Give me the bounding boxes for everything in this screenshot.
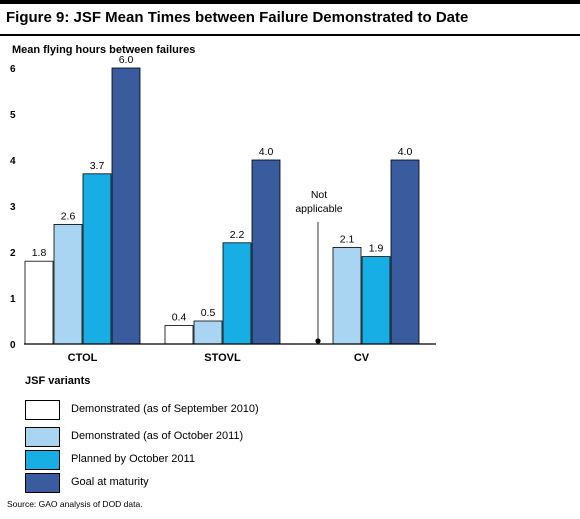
- bar: [164, 325, 194, 345]
- chart-title: Figure 9: JSF Mean Times between Failure…: [6, 9, 469, 26]
- data-label: 3.7: [90, 160, 105, 172]
- y-tick-label: 2: [10, 248, 16, 259]
- y-tick-label: 3: [10, 202, 16, 213]
- data-label: 4.0: [398, 146, 413, 158]
- annotation-dot: [315, 338, 321, 344]
- legend-swatch: [25, 427, 60, 447]
- category-label: STOVL: [204, 352, 241, 364]
- legend-swatch: [25, 400, 60, 420]
- bar: [222, 242, 252, 345]
- title-underline: [0, 34, 580, 36]
- data-label: 1.8: [32, 247, 47, 259]
- legend-label: Planned by October 2011: [71, 453, 195, 465]
- bar: [251, 159, 281, 345]
- bar: [193, 320, 223, 345]
- bar: [390, 159, 420, 345]
- y-tick-label: 6: [10, 64, 16, 75]
- data-label: 2.6: [61, 210, 76, 222]
- y-tick-label: 4: [10, 156, 16, 167]
- source-note: Source: GAO analysis of DOD data.: [7, 499, 143, 509]
- bar: [361, 256, 391, 345]
- legend-swatch: [25, 473, 60, 493]
- bar: [82, 173, 112, 345]
- data-label: 2.2: [230, 229, 245, 241]
- bar: [111, 67, 141, 345]
- data-label: 1.9: [369, 243, 384, 255]
- y-tick-label: 5: [10, 110, 16, 121]
- legend-label: Demonstrated (as of October 2011): [71, 430, 244, 442]
- x-axis-label: JSF variants: [25, 375, 90, 387]
- title-bar: [0, 0, 580, 4]
- annotation-text: applicable: [295, 203, 342, 215]
- data-label: 0.5: [201, 307, 216, 319]
- data-label: 4.0: [259, 146, 274, 158]
- legend-label: Goal at maturity: [71, 476, 149, 488]
- legend-label: Demonstrated (as of September 2010): [71, 403, 259, 415]
- bar: [332, 246, 362, 345]
- data-label: 6.0: [119, 54, 134, 66]
- category-label: CTOL: [68, 352, 98, 364]
- y-tick-label: 1: [10, 294, 16, 305]
- bar: [24, 260, 54, 345]
- y-axis-label: Mean flying hours between failures: [12, 44, 195, 56]
- data-label: 2.1: [340, 233, 355, 245]
- plot-group: 0 1 2 3 4 5 6 1.8 0.4 2.6 0.5 2.1 3.7 2.2 1.9 6.0 4.0 4.0…: [10, 54, 436, 364]
- bar: [53, 223, 83, 345]
- annotation-text: Not: [311, 189, 327, 201]
- legend-swatch: [25, 450, 60, 470]
- y-tick-label: 0: [10, 340, 16, 351]
- chart-area: Mean flying hours between failures JSF v…: [10, 44, 436, 387]
- data-label: 0.4: [172, 312, 187, 324]
- category-label: CV: [354, 352, 370, 364]
